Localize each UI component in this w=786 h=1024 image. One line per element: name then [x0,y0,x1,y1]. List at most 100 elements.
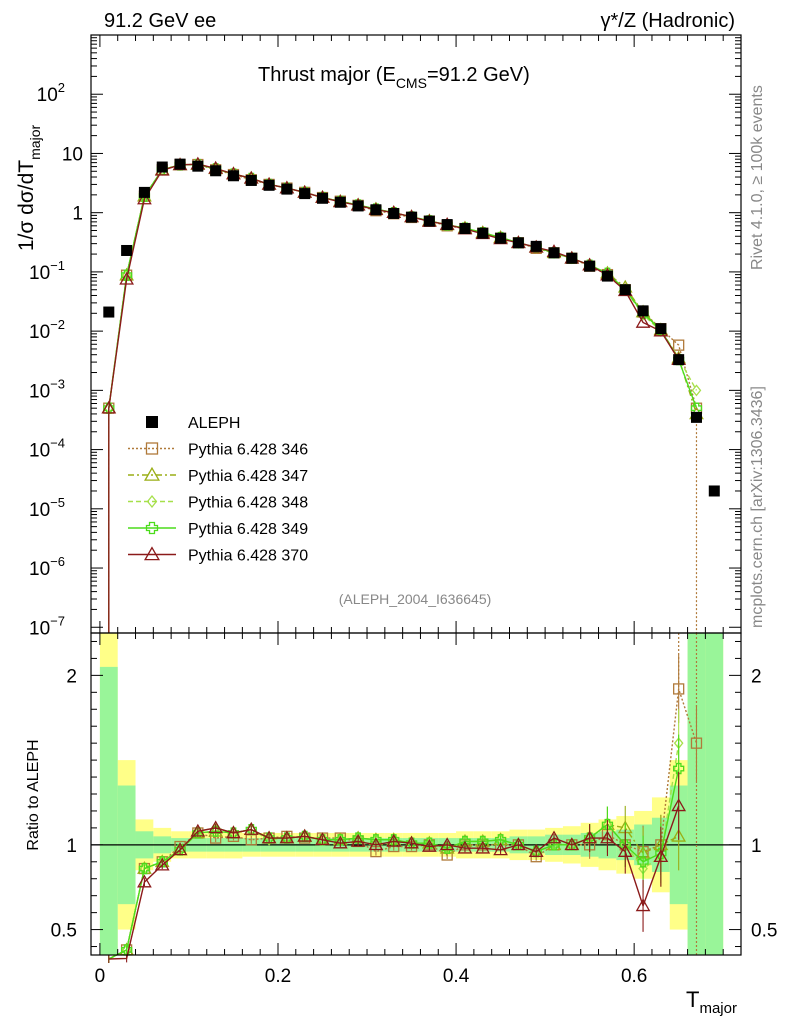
ratio-point [423,837,436,849]
data-point [690,411,702,423]
ytick-label: 10 [62,144,83,165]
ratio-point [601,818,614,831]
xlabel: Tmajor [686,987,737,1017]
ytick-base: 1 [72,204,83,225]
ratio-point [475,840,491,854]
analysis-watermark: (ALEPH_2004_I636645) [339,591,492,607]
data-point [192,160,204,172]
series-point [691,384,702,397]
ratio-ytick-label-right: 1 [751,836,762,857]
data-point [512,237,524,249]
legend: ALEPH Pythia 6.428 346 Pythia 6.428 347 Pyt… [128,415,308,565]
ytick-label: 10−5 [29,495,65,521]
ylabel-main: 1/σ dσ/dT [15,160,38,251]
ytick-exponent: −6 [50,554,65,569]
header-left: 91.2 GeV ee [104,10,216,32]
ytick-base: 10 [62,144,83,165]
ratio-uncertainty-bands [99,633,724,955]
series-point [119,271,134,285]
main-title: Thrust major (ECMS=91.2 GeV) [258,64,530,91]
legend-marker [145,442,159,455]
ytick-label: 1 [72,204,83,225]
ratio-point [671,798,687,812]
ratio-point [154,857,170,871]
data-point [352,200,364,212]
ratio-point [421,838,437,852]
ratio-axes: 0.5 0.5 1 1 2 2 0 0.2 0.4 0.6 [51,633,777,987]
legend-label: Pythia 6.428 349 [188,521,308,538]
xtick-label: 0.2 [265,966,291,987]
ratio-point [352,832,364,844]
ratio-point [368,837,384,851]
data-point [673,354,685,366]
legend-label: Pythia 6.428 370 [188,548,308,565]
ytick-label: 10−6 [29,554,65,580]
data-point [708,485,720,497]
data-point [584,260,596,272]
ytick-label: 10−7 [29,613,65,639]
ytick-base: 10 [37,85,58,106]
title-tail: =91.2 GeV) [427,64,530,86]
ytick-label: 10−4 [29,436,65,462]
ratio-point [617,844,633,857]
data-point [406,211,418,223]
ratio-point [190,823,206,837]
ratio-point [457,840,473,854]
xtick-label: 0 [95,966,106,987]
ratio-point [297,828,313,842]
ratio-point [388,834,400,846]
data-point [334,196,346,208]
header-right: γ*/Z (Hadronic) [601,10,735,32]
data-point [103,306,115,318]
ytick-base: 10 [29,618,50,639]
ratio-point [653,849,669,863]
ratio-point [226,825,241,839]
ratio-point [564,837,580,851]
ratio-point [404,835,419,849]
ytick-label: 10−3 [29,376,65,402]
ytick-exponent: −3 [50,376,65,391]
data-point [121,244,133,256]
ratio-ytick-label-left: 0.5 [51,921,77,942]
ratio-point [671,828,687,842]
data-point [138,186,150,198]
ytick-exponent: −5 [50,495,65,510]
title-main: Thrust major (E [258,64,396,86]
legend-marker [144,466,160,481]
data-point [566,252,578,264]
ytick-exponent: −4 [50,436,65,451]
data-point [619,284,631,296]
data-point [530,240,542,252]
xlabel-main: T [686,987,699,1012]
ratio-point [494,834,507,846]
data-point [299,188,311,200]
data-point [477,227,489,239]
data-point [227,170,239,182]
legend-label: Pythia 6.428 348 [188,495,308,512]
data-point [548,247,560,259]
data-point [263,179,275,191]
ratio-point [635,898,651,912]
ratio-point [511,837,526,851]
ratio-point [528,844,544,857]
ratio-point [673,683,685,695]
series-point [673,339,685,351]
ylabel-sub: major [27,125,43,160]
ratio-point [279,830,295,844]
rivet-version-text: Rivet 4.1.0, ≥ 100k events [749,85,766,270]
ratio-ylabel: Ratio to ALEPH [25,739,42,850]
xtick-label: 0.4 [443,966,470,987]
main-ylabel: 1/σ dσ/dTmajor [15,125,43,252]
data-point [156,161,168,173]
ratio-point [172,842,188,856]
ratio-point [208,820,224,834]
ytick-base: 10 [29,381,50,402]
ratio-point [493,842,508,856]
ratio-point [582,830,598,844]
legend-marker [144,546,160,561]
ytick-exponent: −2 [50,317,65,332]
data-point [441,219,453,231]
data-point [637,305,649,317]
